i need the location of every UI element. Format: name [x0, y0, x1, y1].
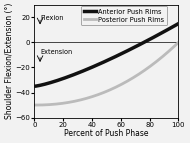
Text: Flexion: Flexion [40, 15, 63, 21]
Posterior Push Rims [121, 83, 124, 85]
Anterior Push Rims [177, 23, 180, 24]
X-axis label: Percent of Push Phase: Percent of Push Phase [64, 129, 149, 138]
Line: Posterior Push Rims: Posterior Push Rims [34, 42, 178, 105]
Posterior Push Rims [118, 84, 121, 86]
Posterior Push Rims [119, 84, 121, 86]
Posterior Push Rims [164, 54, 166, 55]
Posterior Push Rims [34, 104, 36, 106]
Line: Anterior Push Rims: Anterior Push Rims [34, 24, 178, 86]
Anterior Push Rims [164, 30, 166, 32]
Posterior Push Rims [177, 42, 180, 43]
Anterior Push Rims [34, 85, 36, 87]
Anterior Push Rims [119, 53, 121, 55]
Anterior Push Rims [33, 85, 35, 87]
Posterior Push Rims [155, 61, 157, 63]
Legend: Anterior Push Rims, Posterior Push Rims: Anterior Push Rims, Posterior Push Rims [81, 6, 167, 25]
Anterior Push Rims [155, 35, 157, 37]
Posterior Push Rims [33, 104, 35, 106]
Text: Extension: Extension [40, 49, 72, 55]
Anterior Push Rims [121, 52, 124, 54]
Anterior Push Rims [118, 54, 121, 55]
Y-axis label: Shoulder Flexion/Extension (°): Shoulder Flexion/Extension (°) [5, 3, 14, 119]
